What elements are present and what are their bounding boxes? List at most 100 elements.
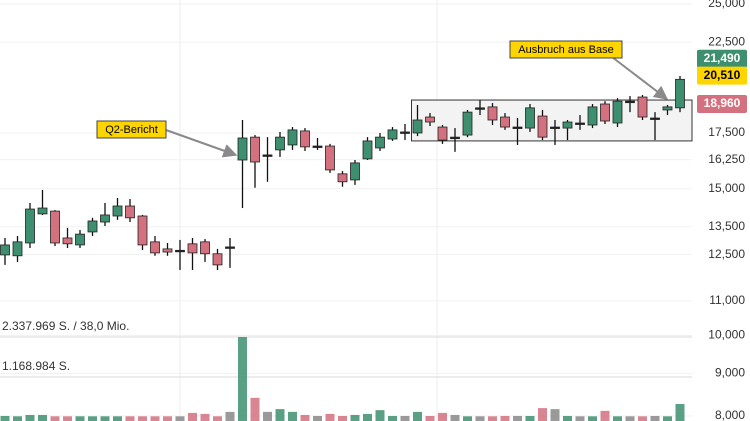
volume-bar bbox=[475, 416, 485, 421]
zone-layer bbox=[411, 99, 693, 142]
y-tick-label: 15,000 bbox=[708, 181, 745, 195]
candle-body bbox=[650, 117, 660, 120]
candle-body bbox=[162, 248, 173, 253]
price-tag-label: 20,510 bbox=[704, 68, 741, 82]
annotation-text: Q2-Bericht bbox=[105, 124, 158, 136]
volume-layer bbox=[0, 337, 685, 421]
volume-bar bbox=[338, 415, 347, 421]
volume-bar bbox=[50, 416, 60, 421]
grid bbox=[0, 0, 692, 421]
volume-bar bbox=[363, 413, 372, 421]
volume-bar bbox=[413, 411, 422, 421]
candle-body bbox=[337, 173, 348, 183]
candle-body bbox=[212, 253, 223, 266]
candle-body bbox=[150, 241, 160, 254]
volume-bar bbox=[375, 410, 385, 421]
volume-bar bbox=[675, 403, 685, 421]
y-tick-label: 10,000 bbox=[708, 327, 745, 341]
volume-bar bbox=[463, 416, 472, 421]
candle-body bbox=[62, 237, 73, 245]
candle-body bbox=[325, 145, 335, 171]
volume-bar bbox=[100, 416, 110, 421]
volume-bar bbox=[275, 409, 285, 421]
volume-bar bbox=[125, 416, 135, 421]
candle-body bbox=[187, 243, 198, 254]
volume-bar bbox=[400, 415, 410, 421]
volume-bar bbox=[88, 416, 97, 421]
volume-bar bbox=[25, 414, 35, 421]
candle-body bbox=[12, 241, 23, 257]
candle-body bbox=[625, 100, 635, 104]
volume-bar bbox=[663, 416, 672, 421]
volume-bar bbox=[225, 411, 235, 421]
y-tick-label: 22,500 bbox=[708, 34, 745, 48]
candle-body bbox=[662, 106, 673, 111]
candle-body bbox=[100, 214, 110, 223]
y-tick-label: 12,500 bbox=[708, 247, 745, 261]
candle-body bbox=[400, 131, 410, 134]
candle-body bbox=[487, 106, 498, 121]
candle-body bbox=[450, 136, 460, 140]
y-tick-label: 17,500 bbox=[708, 125, 745, 139]
volume-bar bbox=[13, 416, 22, 421]
candle-body bbox=[237, 137, 248, 161]
candle-body bbox=[425, 116, 435, 123]
annotation-arrow bbox=[165, 129, 238, 158]
base-zone bbox=[411, 99, 693, 142]
candle-body bbox=[612, 100, 623, 124]
volume-bar bbox=[213, 416, 222, 421]
volume-bar bbox=[150, 416, 160, 421]
candle-body bbox=[312, 145, 323, 148]
volume-bar bbox=[500, 415, 510, 421]
candle-body bbox=[600, 103, 610, 122]
y-tick-label: 11,000 bbox=[709, 293, 745, 307]
candle-body bbox=[562, 121, 573, 129]
volume-bar bbox=[425, 415, 435, 421]
candle-body bbox=[550, 126, 560, 129]
volume-bar bbox=[575, 416, 585, 421]
candle-body bbox=[200, 241, 210, 255]
candle-body bbox=[262, 154, 273, 157]
candle-body bbox=[25, 208, 35, 244]
volume-tick-label: 1.168.984 S. bbox=[2, 359, 70, 373]
volume-bar bbox=[350, 414, 360, 421]
candle-body bbox=[125, 205, 135, 219]
candle-body bbox=[500, 116, 510, 128]
volume-bar bbox=[138, 416, 147, 421]
volume-bar bbox=[113, 416, 122, 421]
volume-bar bbox=[563, 415, 572, 421]
volume-bar bbox=[163, 416, 172, 421]
volume-bar bbox=[538, 408, 547, 421]
volume-bar bbox=[438, 412, 447, 421]
candle-body bbox=[112, 205, 123, 217]
candle-body bbox=[525, 107, 535, 129]
annotation-text: Ausbruch aus Base bbox=[518, 44, 613, 56]
volume-bar bbox=[488, 416, 497, 421]
candle-body bbox=[225, 246, 235, 249]
candle-body bbox=[37, 207, 48, 215]
annotation-q2: Q2-Bericht bbox=[96, 120, 238, 158]
candle-body bbox=[637, 96, 648, 118]
price-tag-label: 21,490 bbox=[704, 51, 741, 65]
annotation-box bbox=[509, 40, 623, 59]
candle-body bbox=[412, 119, 423, 134]
annotation-arrow bbox=[611, 56, 669, 100]
candle-body bbox=[50, 210, 60, 244]
candle-body bbox=[300, 130, 310, 148]
volume-bar bbox=[0, 415, 10, 421]
candle-body bbox=[387, 129, 398, 140]
volume-bar bbox=[175, 416, 185, 421]
volume-bar bbox=[513, 415, 522, 421]
price-tag bbox=[697, 66, 747, 85]
volume-bar bbox=[625, 416, 635, 421]
candle-body bbox=[87, 220, 98, 233]
volume-bar bbox=[450, 414, 460, 421]
volume-bar bbox=[600, 410, 610, 421]
y-tick-label: 13,500 bbox=[708, 219, 745, 233]
candle-body bbox=[287, 129, 298, 146]
volume-bar bbox=[300, 414, 310, 421]
candle-body bbox=[350, 162, 360, 181]
y-tick-label: 25,000 bbox=[708, 0, 745, 10]
